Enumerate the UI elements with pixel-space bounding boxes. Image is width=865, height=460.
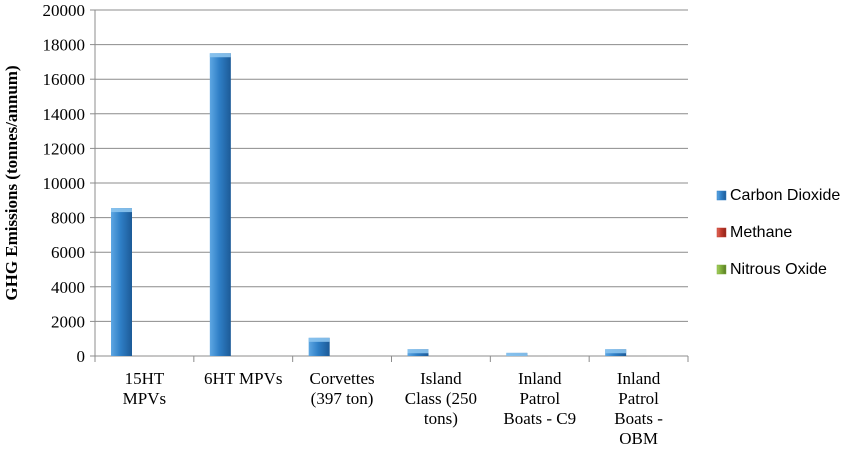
y-axis-label: GHG Emissions (tonnes/annum)	[2, 65, 21, 300]
legend-swatch	[716, 190, 727, 201]
gridlines	[95, 9, 688, 357]
legend-label: Nitrous Oxide	[730, 261, 827, 278]
bar-carbon-dioxide	[111, 208, 132, 356]
y-tick-label: 0	[77, 347, 86, 366]
category-label: 15HT MPVs	[123, 369, 166, 408]
legend-label: Methane	[730, 224, 792, 241]
category-label: Inland Patrol Boats - C9	[503, 369, 576, 428]
category-labels: 15HT MPVs 6HT MPVs Corvettes (397 ton) Island…	[123, 369, 664, 448]
y-tick-label: 12000	[43, 139, 86, 158]
y-tick-labels: 0 2000 4000 6000 8000 10000 12000 14000 16000 180…	[43, 1, 86, 366]
bar-cap	[605, 349, 627, 354]
y-tick-label: 18000	[43, 36, 86, 55]
legend: Carbon Dioxide Methane Nitrous Oxide	[716, 187, 840, 278]
legend-swatch	[716, 227, 727, 238]
category-label: Corvettes (397 ton)	[310, 369, 375, 408]
y-tick-label: 16000	[43, 70, 86, 89]
y-tick-label: 8000	[51, 209, 85, 228]
bar-cap	[407, 349, 429, 354]
legend-swatch	[716, 264, 727, 275]
bar-carbon-dioxide	[308, 337, 330, 356]
bar-carbon-dioxide	[209, 53, 231, 356]
y-tick-label: 6000	[51, 243, 85, 262]
axes	[90, 9, 689, 362]
bar-cap	[111, 208, 132, 213]
y-tick-label: 4000	[51, 278, 85, 297]
bar-cap	[506, 352, 528, 356]
y-tick-label: 2000	[51, 312, 85, 331]
category-label: Island Class (250 tons)	[405, 369, 477, 428]
y-tick-label: 20000	[43, 1, 86, 20]
bars	[111, 53, 669, 357]
legend-label: Carbon Dioxide	[730, 187, 840, 204]
bar-cap	[308, 337, 330, 342]
bar-cap	[209, 53, 231, 58]
y-tick-label: 10000	[43, 174, 86, 193]
category-label: 6HT MPVs	[204, 369, 283, 388]
category-label: Inland Patrol Boats -OBM	[614, 369, 663, 448]
y-tick-label: 14000	[43, 105, 86, 124]
